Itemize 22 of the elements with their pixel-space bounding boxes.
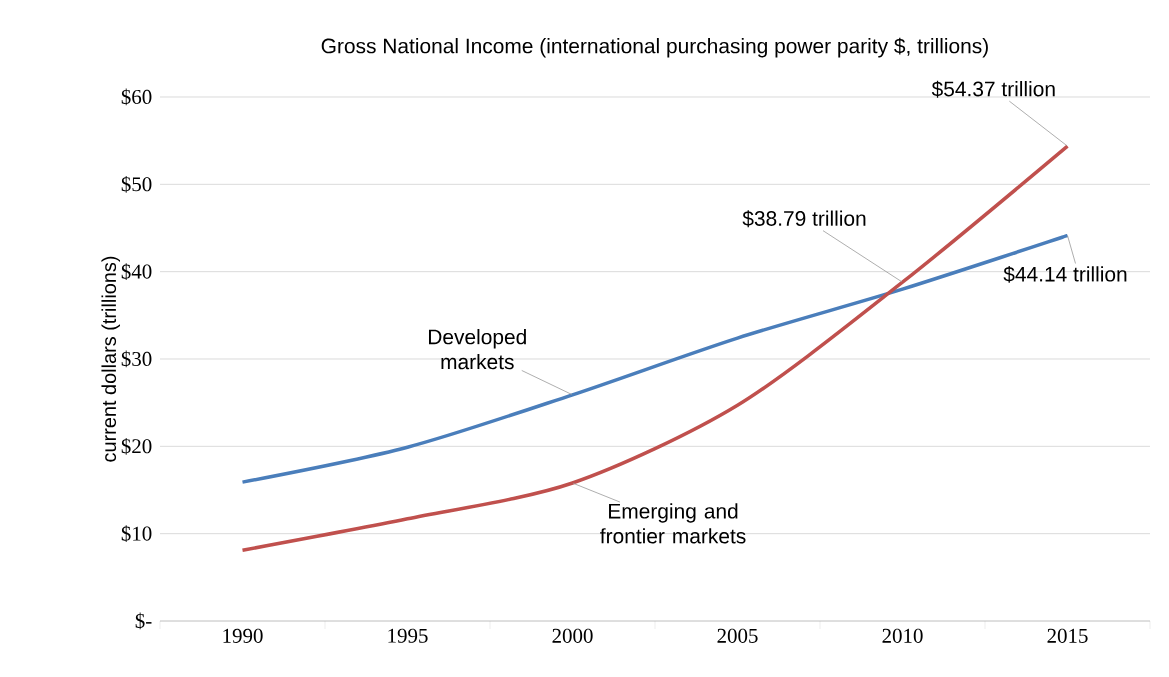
chart-title: Gross National Income (international purchasing power parity $, trillions) [321, 37, 988, 58]
y-tick-label: $- [135, 612, 152, 630]
data-label: $44.14 trillion [1003, 265, 1127, 283]
y-tick-label: $10 [121, 525, 152, 543]
y-tick-label: $20 [121, 437, 152, 455]
y-tick-label: $60 [121, 88, 152, 106]
y-axis-title: current dollars (trillions) [101, 256, 121, 462]
series-label: Emerging and frontier markets [600, 503, 746, 544]
data-label: $54.37 trillion [931, 80, 1055, 98]
x-tick-label: 1990 [223, 628, 263, 643]
line-series [240, 144, 1070, 553]
x-tick-label: 2015 [1047, 628, 1088, 643]
series-label: Developed markets [428, 329, 526, 370]
data-label: $38.79 trillion [742, 210, 866, 228]
line-series [240, 233, 1070, 484]
x-tick-label: 1995 [388, 628, 428, 643]
y-tick-label: $40 [121, 263, 152, 281]
y-tick-label: $50 [121, 175, 152, 193]
y-tick-label: $30 [121, 350, 152, 368]
x-tick-label: 2005 [717, 628, 758, 643]
x-tick-label: 2010 [882, 628, 923, 643]
x-tick-label: 2000 [552, 628, 593, 643]
